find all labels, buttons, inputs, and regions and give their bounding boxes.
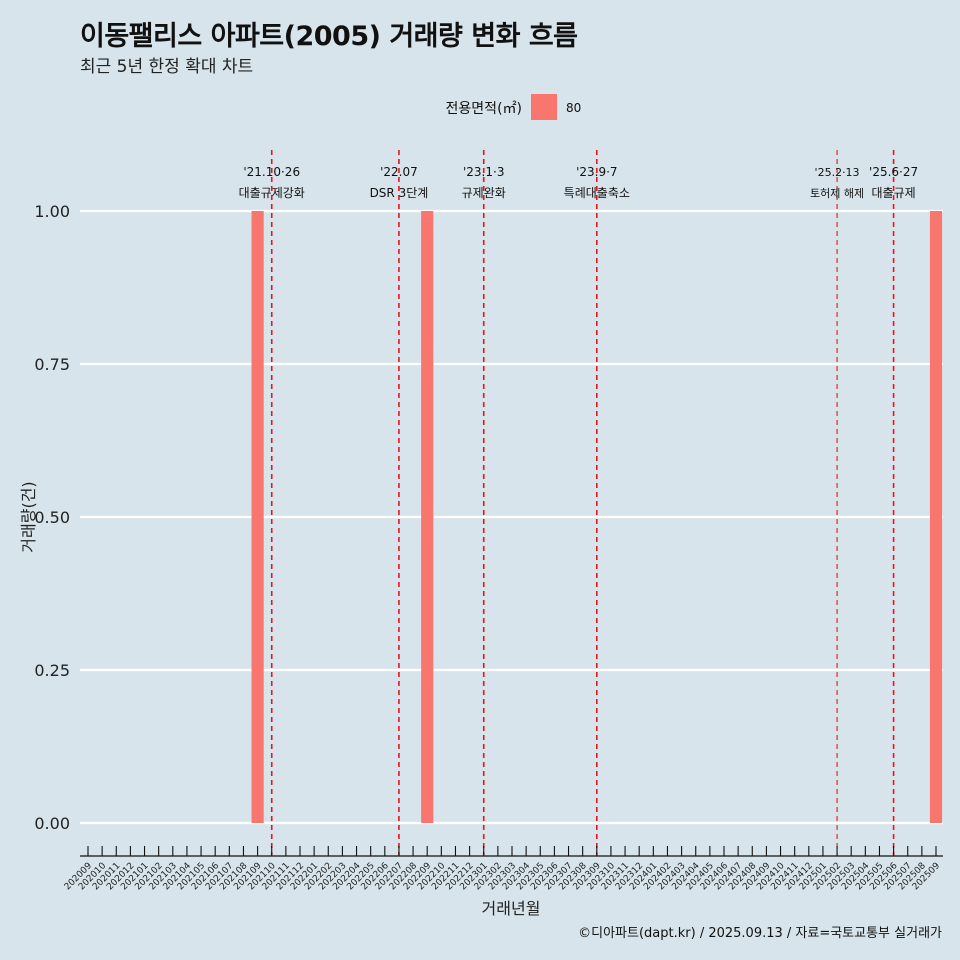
event-date-label: '22.07: [380, 165, 418, 179]
y-tick-label: 0.25: [34, 661, 70, 680]
event-date-label: '23.1·3: [463, 165, 504, 179]
bar: [421, 211, 434, 823]
event-name-label: 토허제 해제: [810, 186, 864, 200]
event-name-label: 대출규제: [872, 186, 916, 200]
y-tick-label: 0.00: [34, 814, 70, 833]
event-name-label: DSR 3단계: [370, 186, 429, 200]
source-caption: ©디아파트(dapt.kr) / 2025.09.13 / 자료=국토교통부 실…: [578, 926, 942, 941]
event-date-label: '25.6·27: [869, 165, 918, 179]
legend-entry-label: 80: [566, 101, 581, 115]
legend-title: 전용면적(㎡): [446, 101, 522, 117]
event-date-label: '21.10·26: [243, 165, 300, 179]
y-axis-label: 거래량(건): [19, 481, 38, 552]
legend-swatch: [531, 94, 557, 120]
chart-title: 이동팰리스 아파트(2005) 거래량 변화 흐름: [80, 21, 578, 52]
event-date-label: '23.9·7: [576, 165, 617, 179]
y-tick-label: 0.75: [34, 355, 70, 374]
bar: [929, 211, 943, 823]
chart-subtitle: 최근 5년 한정 확대 차트: [80, 57, 254, 77]
y-tick-label: 0.50: [34, 508, 70, 527]
event-name-label: 대출규제강화: [239, 186, 305, 200]
y-tick-label: 1.00: [34, 202, 70, 221]
bar: [251, 211, 264, 823]
x-axis-label: 거래년월: [482, 899, 541, 918]
event-name-label: 규제완화: [462, 186, 506, 200]
event-date-label: '25.2·13: [815, 166, 860, 179]
event-name-label: 특례대출축소: [564, 186, 630, 200]
